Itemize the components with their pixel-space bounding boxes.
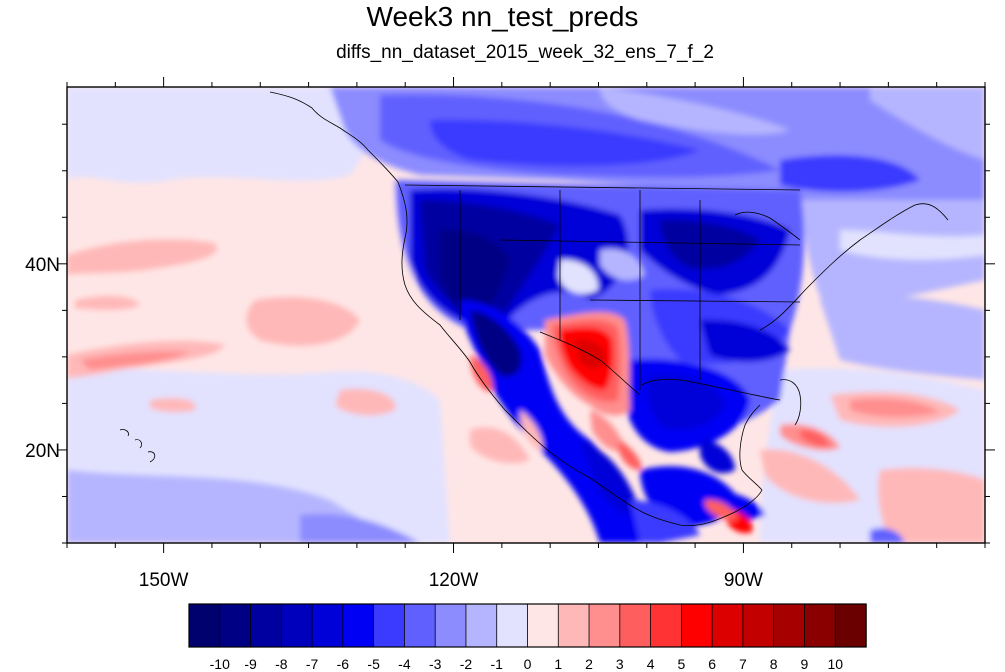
colorbar-label: -4	[398, 656, 411, 672]
colorbar-label: -5	[367, 656, 380, 672]
colorbar-frame	[188, 603, 867, 648]
colorbar-label: 4	[647, 656, 655, 672]
colorbar-swatch	[404, 603, 436, 648]
colorbar-label: 6	[708, 656, 716, 672]
colorbar-swatch	[280, 603, 313, 648]
colorbar-swatch	[342, 603, 375, 648]
x-tick-label: 150W	[139, 570, 189, 591]
map-frame	[66, 86, 986, 544]
chart-title: Week3 nn_test_preds	[366, 1, 639, 32]
colorbar-label: -2	[460, 656, 473, 672]
colorbar-swatch	[619, 603, 652, 648]
chart-subtitle: diffs_nn_dataset_2015_week_32_ens_7_f_2	[336, 42, 714, 63]
colorbar-swatch	[804, 603, 836, 648]
colorbar-swatch	[773, 603, 806, 648]
colorbar-label: 7	[739, 656, 747, 672]
colorbar-label: 1	[554, 656, 562, 672]
colorbar-swatch	[311, 603, 344, 648]
colorbar-label: 2	[585, 656, 593, 672]
y-tick-label: 40N	[25, 255, 60, 276]
colorbar-label: 8	[770, 656, 778, 672]
colorbar-swatch	[465, 603, 498, 648]
colorbar-swatch	[588, 603, 621, 648]
colorbar-swatch	[188, 603, 221, 648]
colorbar-label: 5	[677, 656, 685, 672]
colorbar-swatch	[711, 603, 744, 648]
colorbar-swatch	[434, 603, 467, 648]
colorbar: -10 -9 -8 -7 -6 -5 -4 -3 -2 -1 0 1 2 3 4 5 6 7 8 9 10	[188, 603, 867, 672]
colorbar-label: -3	[429, 656, 442, 672]
colorbar-swatch	[680, 603, 713, 648]
colorbar-swatch	[250, 603, 283, 648]
colorbar-swatch	[742, 603, 775, 648]
colorbar-swatch	[557, 603, 590, 648]
colorbar-label: -6	[337, 656, 350, 672]
colorbar-label: -1	[491, 656, 504, 672]
colorbar-label: -10	[210, 656, 230, 672]
map-field	[67, 87, 985, 543]
colorbar-label: 9	[801, 656, 809, 672]
x-tick-label: 90W	[724, 570, 763, 591]
colorbar-swatch	[219, 603, 252, 648]
colorbar-swatch	[496, 603, 529, 648]
colorbar-label: 10	[827, 656, 843, 672]
y-tick-label: 20N	[25, 441, 60, 462]
colorbar-swatch	[650, 603, 683, 648]
axis-layer: 150W 120W 90W 20N 40N	[25, 77, 995, 591]
colorbar-label: 3	[616, 656, 624, 672]
coastlines	[119, 91, 949, 527]
colorbar-label: -8	[275, 656, 288, 672]
colorbar-label: -9	[244, 656, 257, 672]
colorbar-swatch	[527, 603, 559, 648]
colorbar-swatch	[373, 603, 406, 648]
x-tick-label: 120W	[429, 570, 479, 591]
colorbar-label: -7	[306, 656, 319, 672]
colorbar-swatch	[834, 603, 867, 648]
colorbar-label: 0	[524, 656, 532, 672]
